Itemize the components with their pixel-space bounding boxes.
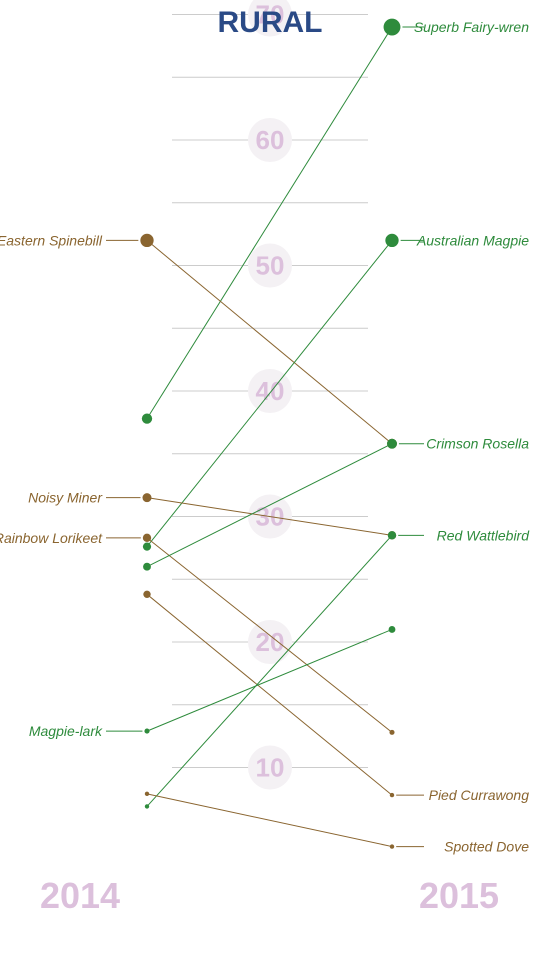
- tick-badge: [248, 243, 292, 288]
- tick-badge: [248, 620, 292, 664]
- series-line: [146, 628, 393, 732]
- point-2015: [385, 233, 399, 248]
- tick-badge: [248, 745, 292, 790]
- species-label-right: Pied Currawong: [429, 787, 530, 803]
- point-2015: [388, 626, 396, 633]
- series-line: [146, 534, 393, 807]
- point-2014: [144, 728, 150, 734]
- series-line: [146, 443, 393, 568]
- y-tick-label: 10: [256, 753, 285, 783]
- species-labels: Eastern Spinebill Noisy Miner Rainbow Lori…: [0, 19, 530, 855]
- species-label-right: Australian Magpie: [416, 232, 529, 248]
- point-2014: [143, 590, 151, 599]
- species-label-right: Superb Fairy-wren: [414, 19, 529, 35]
- series-line: [146, 240, 393, 445]
- point-2014: [142, 533, 152, 543]
- point-2014: [141, 413, 153, 424]
- point-2014: [144, 791, 150, 797]
- y-tick-label: 50: [256, 251, 285, 281]
- point-2014: [142, 493, 152, 503]
- y-tick-label: 20: [256, 627, 285, 657]
- series-line: [146, 497, 393, 536]
- year-label-left: 2014: [40, 875, 120, 916]
- point-2014: [144, 804, 150, 809]
- tick-badge: [248, 369, 292, 413]
- series-points: [140, 18, 401, 849]
- species-label-right: Spotted Dove: [444, 839, 529, 855]
- species-label-left: Magpie-lark: [29, 723, 103, 739]
- series-line: [146, 240, 393, 547]
- point-2014: [142, 542, 152, 551]
- point-2015: [389, 729, 395, 735]
- tick-badge: [248, 118, 292, 162]
- series-lines: [146, 26, 393, 848]
- species-label-right: Red Wattlebird: [437, 527, 531, 543]
- species-label-left: Noisy Miner: [28, 490, 103, 506]
- y-axis-ticks: 10203040506070: [248, 0, 292, 790]
- series-line: [146, 26, 393, 419]
- chart-title: RURAL: [218, 6, 323, 39]
- series-line: [146, 537, 393, 733]
- point-2014: [143, 562, 151, 571]
- series-line: [146, 793, 393, 848]
- species-label-left: Rainbow Lorikeet: [0, 530, 103, 546]
- species-label-right: Crimson Rosella: [426, 436, 529, 452]
- year-label-right: 2015: [419, 875, 499, 916]
- y-tick-label: 60: [256, 125, 285, 155]
- point-2014: [140, 233, 154, 248]
- point-2015: [383, 18, 401, 36]
- species-label-left: Eastern Spinebill: [0, 232, 103, 248]
- series-line: [146, 593, 393, 796]
- tick-badge: [248, 0, 292, 37]
- point-2015: [387, 531, 397, 540]
- point-2015: [387, 438, 397, 449]
- y-tick-label: 70: [256, 0, 285, 30]
- point-2015: [389, 792, 395, 798]
- point-2015: [389, 844, 395, 849]
